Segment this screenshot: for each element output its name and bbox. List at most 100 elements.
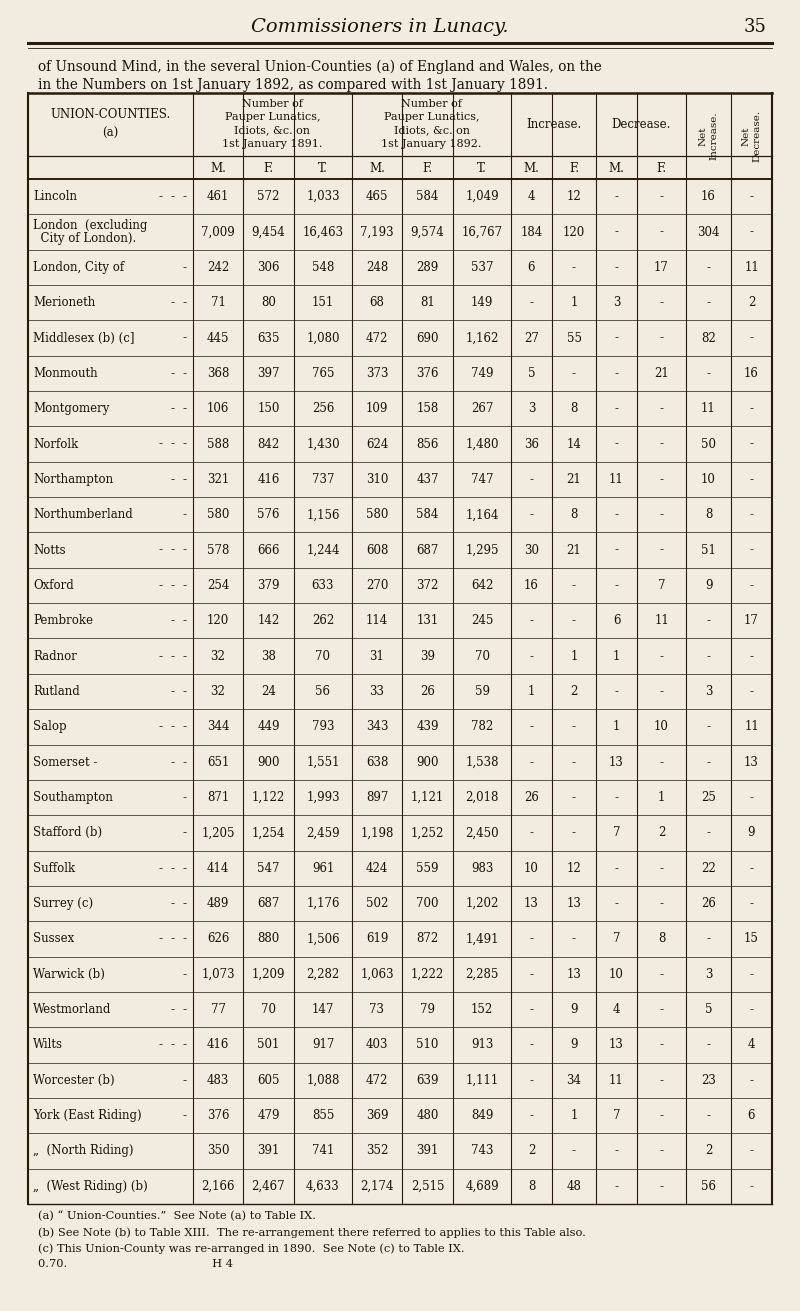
Text: 245: 245 xyxy=(471,615,493,627)
Text: 352: 352 xyxy=(366,1145,388,1158)
Text: -: - xyxy=(659,686,663,697)
Text: 344: 344 xyxy=(206,720,230,733)
Text: 55: 55 xyxy=(566,332,582,345)
Text: 424: 424 xyxy=(366,861,388,874)
Text: Northumberland: Northumberland xyxy=(33,509,133,522)
Text: -: - xyxy=(750,402,754,416)
Text: -: - xyxy=(183,1074,187,1087)
Text: 414: 414 xyxy=(207,861,229,874)
Text: 25: 25 xyxy=(701,791,716,804)
Text: -: - xyxy=(183,755,187,768)
Text: -: - xyxy=(530,826,534,839)
Text: 11: 11 xyxy=(701,402,716,416)
Text: 403: 403 xyxy=(366,1038,388,1051)
Text: -: - xyxy=(171,650,175,662)
Text: 26: 26 xyxy=(420,686,435,697)
Text: -: - xyxy=(659,509,663,522)
Text: -: - xyxy=(614,438,618,451)
Text: -: - xyxy=(750,190,754,203)
Text: 242: 242 xyxy=(207,261,229,274)
Text: -: - xyxy=(530,296,534,309)
Text: 8: 8 xyxy=(528,1180,535,1193)
Text: -: - xyxy=(659,755,663,768)
Text: 626: 626 xyxy=(207,932,229,945)
Text: 416: 416 xyxy=(258,473,280,486)
Text: 21: 21 xyxy=(654,367,669,380)
Text: 2,285: 2,285 xyxy=(466,968,498,981)
Text: 666: 666 xyxy=(258,544,280,557)
Text: -: - xyxy=(614,332,618,345)
Text: -: - xyxy=(659,897,663,910)
Text: -: - xyxy=(750,650,754,662)
Text: -: - xyxy=(572,932,576,945)
Text: 10: 10 xyxy=(701,473,716,486)
Text: -: - xyxy=(659,190,663,203)
Text: of Unsound Mind, in the several Union-Counties (a) of England and Wales, on the: of Unsound Mind, in the several Union-Co… xyxy=(38,60,602,75)
Text: -: - xyxy=(171,544,175,557)
Text: 588: 588 xyxy=(207,438,229,451)
Text: Radnor: Radnor xyxy=(33,650,77,662)
Text: 917: 917 xyxy=(312,1038,334,1051)
Text: 580: 580 xyxy=(207,509,229,522)
Text: 578: 578 xyxy=(207,544,229,557)
Text: 8: 8 xyxy=(705,509,712,522)
Text: 1,088: 1,088 xyxy=(306,1074,340,1087)
Text: 10: 10 xyxy=(654,720,669,733)
Text: -: - xyxy=(171,686,175,697)
Text: 9: 9 xyxy=(570,1038,578,1051)
Text: London  (excluding: London (excluding xyxy=(33,219,147,232)
Text: T.: T. xyxy=(477,161,487,174)
Text: 1,176: 1,176 xyxy=(306,897,340,910)
Text: 2,282: 2,282 xyxy=(306,968,340,981)
Text: -: - xyxy=(183,544,187,557)
Text: 1: 1 xyxy=(570,296,578,309)
Text: -: - xyxy=(750,225,754,239)
Text: -: - xyxy=(614,861,618,874)
Text: -: - xyxy=(659,968,663,981)
Text: 638: 638 xyxy=(366,755,388,768)
Text: 373: 373 xyxy=(366,367,388,380)
Text: -: - xyxy=(159,438,163,451)
Text: 267: 267 xyxy=(471,402,493,416)
Text: 11: 11 xyxy=(744,261,759,274)
Text: -: - xyxy=(183,686,187,697)
Text: 687: 687 xyxy=(416,544,438,557)
Text: -: - xyxy=(572,755,576,768)
Text: 13: 13 xyxy=(609,1038,624,1051)
Text: Norfolk: Norfolk xyxy=(33,438,78,451)
Text: -: - xyxy=(183,190,187,203)
Text: 30: 30 xyxy=(524,544,539,557)
Text: 9: 9 xyxy=(570,1003,578,1016)
Text: 68: 68 xyxy=(370,296,385,309)
Text: -: - xyxy=(183,968,187,981)
Text: 1,049: 1,049 xyxy=(465,190,499,203)
Text: -: - xyxy=(183,332,187,345)
Text: 510: 510 xyxy=(416,1038,438,1051)
Text: 16: 16 xyxy=(524,579,539,593)
Text: 26: 26 xyxy=(701,897,716,910)
Text: -: - xyxy=(659,1038,663,1051)
Text: 1: 1 xyxy=(570,650,578,662)
Text: 690: 690 xyxy=(416,332,438,345)
Text: 608: 608 xyxy=(366,544,388,557)
Text: -: - xyxy=(750,897,754,910)
Text: London, City of: London, City of xyxy=(33,261,124,274)
Text: 27: 27 xyxy=(524,332,539,345)
Text: 1,506: 1,506 xyxy=(306,932,340,945)
Text: -: - xyxy=(614,509,618,522)
Text: 32: 32 xyxy=(210,686,226,697)
Text: 872: 872 xyxy=(416,932,438,945)
Text: -: - xyxy=(659,332,663,345)
Text: 572: 572 xyxy=(258,190,280,203)
Text: -: - xyxy=(572,615,576,627)
Text: 1,073: 1,073 xyxy=(201,968,235,981)
Text: -: - xyxy=(171,367,175,380)
Text: 50: 50 xyxy=(701,438,716,451)
Text: Montgomery: Montgomery xyxy=(33,402,110,416)
Text: -: - xyxy=(159,861,163,874)
Text: Monmouth: Monmouth xyxy=(33,367,98,380)
Text: -: - xyxy=(614,367,618,380)
Text: -: - xyxy=(530,509,534,522)
Text: 149: 149 xyxy=(471,296,493,309)
Text: T.: T. xyxy=(318,161,328,174)
